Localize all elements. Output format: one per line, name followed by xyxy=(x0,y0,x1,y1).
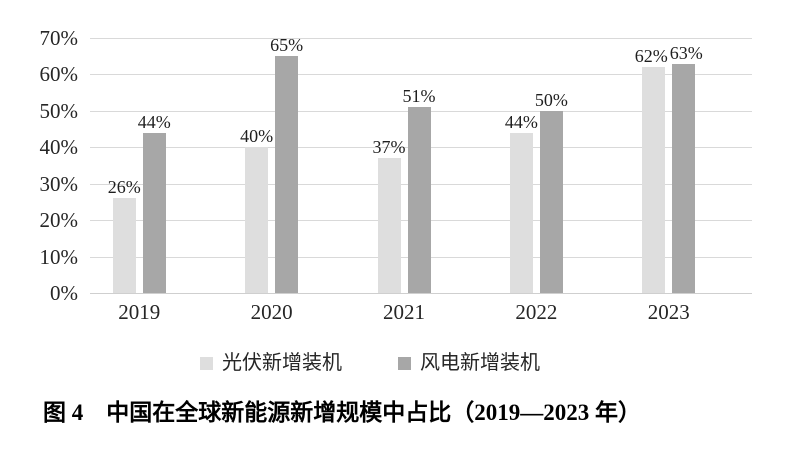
gridline xyxy=(90,38,752,39)
bar-2019-wind xyxy=(142,132,166,293)
legend-label-solar-pv: 光伏新增装机 xyxy=(222,352,342,374)
bar-2022-wind xyxy=(539,110,563,293)
bar-value-label-2019-wind: 44% xyxy=(137,111,171,132)
x-tick-label-2021: 2021 xyxy=(383,300,425,324)
legend-label-wind: 风电新增装机 xyxy=(420,352,540,374)
bar-value-label-2021-wind: 51% xyxy=(402,86,436,107)
bar-value-label-2019-solar-pv: 26% xyxy=(107,177,141,198)
bar-2021-solar-pv xyxy=(377,158,401,293)
x-tick-label-2020: 2020 xyxy=(250,300,293,324)
bar-2020-wind xyxy=(275,56,299,293)
bar-2020-solar-pv xyxy=(245,147,269,293)
legend-swatch-solar-pv xyxy=(200,356,213,370)
x-tick-label-2022: 2022 xyxy=(515,300,558,324)
bar-value-label-2023-wind: 63% xyxy=(669,42,703,63)
y-tick-label: 50% xyxy=(39,98,79,123)
y-tick-label: 60% xyxy=(39,62,79,87)
bar-2021-wind xyxy=(407,107,431,293)
legend: 光伏新增装机 风电新增装机 xyxy=(0,352,800,374)
bar-2022-solar-pv xyxy=(509,132,533,293)
bar-2023-wind xyxy=(672,63,696,293)
bar-value-label-2023-solar-pv: 62% xyxy=(634,46,668,67)
bar-2023-solar-pv xyxy=(642,67,666,293)
bar-2019-solar-pv xyxy=(112,198,136,293)
legend-item-solar-pv: 光伏新增装机 xyxy=(200,352,342,374)
bar-value-label-2021-solar-pv: 37% xyxy=(372,137,406,158)
x-tick-label-2023: 2023 xyxy=(647,300,690,324)
bar-value-label-2022-solar-pv: 44% xyxy=(504,111,538,132)
y-tick-label: 0% xyxy=(50,281,78,305)
bar-value-label-2020-solar-pv: 40% xyxy=(240,126,274,147)
y-tick-label: 30% xyxy=(39,171,79,196)
figure-caption: 图 4 中国在全球新能源新增规模中占比（2019—2023 年） xyxy=(43,400,641,425)
x-axis-line xyxy=(90,293,752,294)
bar-value-label-2022-wind: 50% xyxy=(534,89,568,110)
gridline xyxy=(90,74,752,76)
legend-item-wind: 风电新增装机 xyxy=(398,352,540,374)
y-tick-label: 10% xyxy=(39,244,79,269)
x-tick-label-2019: 2019 xyxy=(118,300,161,324)
bar-value-label-2020-wind: 65% xyxy=(270,35,304,56)
y-tick-label: 70% xyxy=(39,26,79,50)
y-tick-label: 20% xyxy=(39,208,79,233)
legend-swatch-wind xyxy=(398,356,411,370)
plot-area: 26% 44% 40% 65% 37% 51% 44% 50% 62% 63% xyxy=(90,35,752,294)
y-tick-label: 40% xyxy=(39,135,79,160)
